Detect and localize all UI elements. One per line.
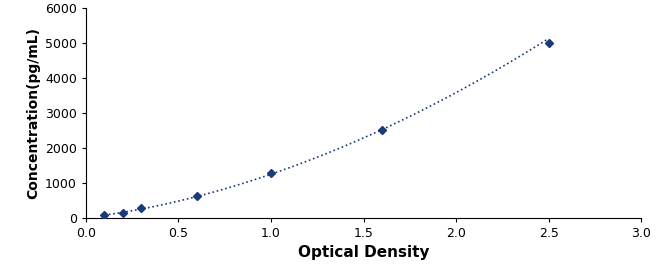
X-axis label: Optical Density: Optical Density bbox=[298, 245, 429, 260]
Y-axis label: Concentration(pg/mL): Concentration(pg/mL) bbox=[26, 27, 41, 199]
